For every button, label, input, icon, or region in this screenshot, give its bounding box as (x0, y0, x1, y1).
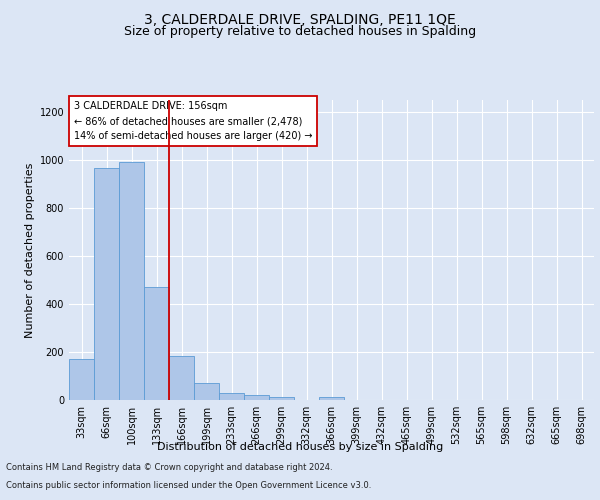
Bar (194, 382, 219, 400)
Y-axis label: Number of detached properties: Number of detached properties (25, 162, 35, 338)
Bar (269, 396, 294, 400)
Bar (219, 394, 244, 400)
Bar (319, 396, 344, 400)
Text: 3 CALDERDALE DRIVE: 156sqm
← 86% of detached houses are smaller (2,478)
14% of s: 3 CALDERDALE DRIVE: 156sqm ← 86% of deta… (74, 101, 313, 141)
Bar (244, 394, 269, 400)
Bar (169, 356, 194, 400)
Text: Contains public sector information licensed under the Open Government Licence v3: Contains public sector information licen… (6, 481, 371, 490)
Bar (119, 162, 144, 400)
Bar (94, 168, 119, 400)
Text: Contains HM Land Registry data © Crown copyright and database right 2024.: Contains HM Land Registry data © Crown c… (6, 464, 332, 472)
Bar (69, 358, 94, 400)
Text: Distribution of detached houses by size in Spalding: Distribution of detached houses by size … (157, 442, 443, 452)
Bar (144, 286, 169, 400)
Text: 3, CALDERDALE DRIVE, SPALDING, PE11 1QE: 3, CALDERDALE DRIVE, SPALDING, PE11 1QE (144, 12, 456, 26)
Text: Size of property relative to detached houses in Spalding: Size of property relative to detached ho… (124, 25, 476, 38)
